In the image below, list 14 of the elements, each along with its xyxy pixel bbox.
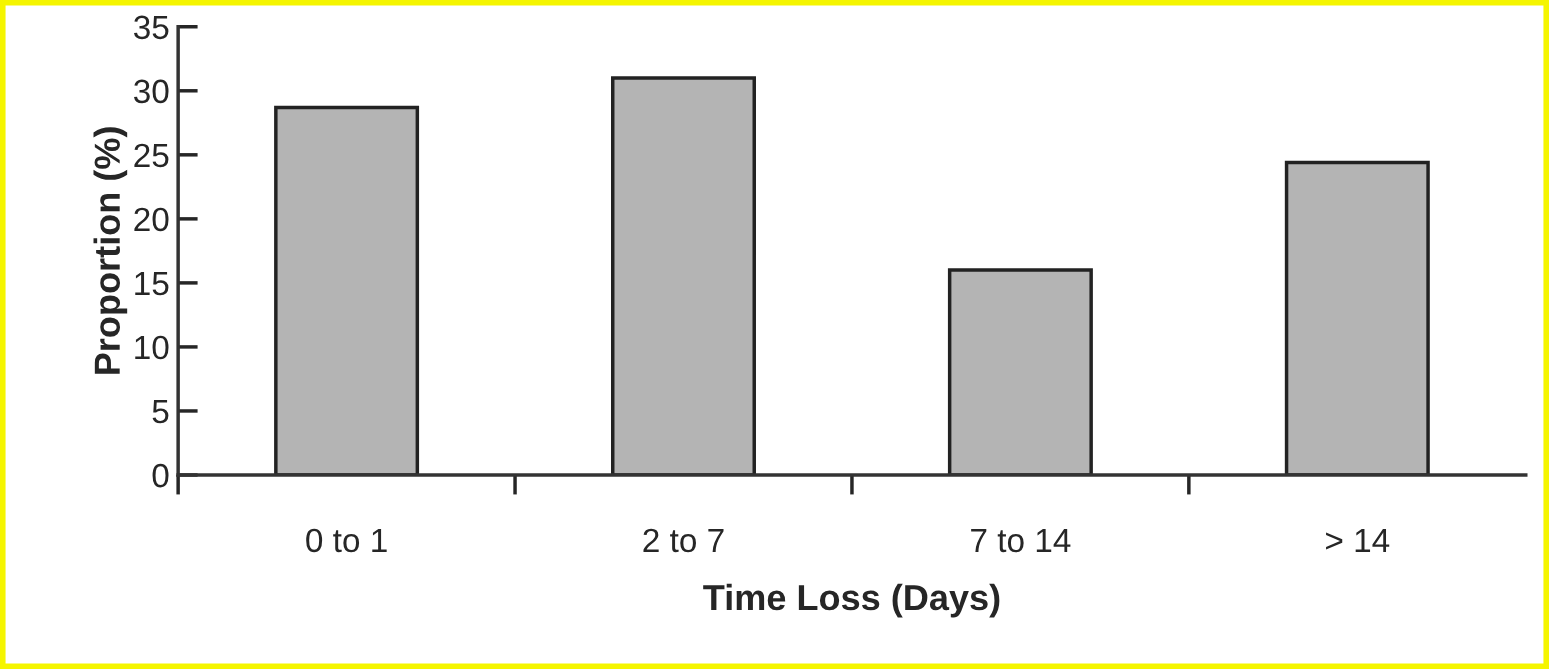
y-axis-title: Proportion (%) xyxy=(93,127,128,374)
x-tick-label: 0 to 1 xyxy=(306,528,387,553)
x-axis-title: Time Loss (Days) xyxy=(703,583,1000,618)
y-tick-label: 30 xyxy=(134,79,169,104)
y-tick-label: 35 xyxy=(134,15,169,40)
y-tick-label: 15 xyxy=(135,272,169,296)
x-tick-label: 2 to 7 xyxy=(643,528,724,553)
y-tick-label: 10 xyxy=(135,335,169,360)
y-tick-label: 5 xyxy=(152,400,169,424)
y-tick-label: 0 xyxy=(152,463,169,488)
y-tick-label: 25 xyxy=(134,143,169,168)
x-tick-label: 7 to 14 xyxy=(971,528,1071,553)
y-tick-label: 20 xyxy=(134,207,169,232)
x-tick-label: > 14 xyxy=(1326,528,1390,552)
